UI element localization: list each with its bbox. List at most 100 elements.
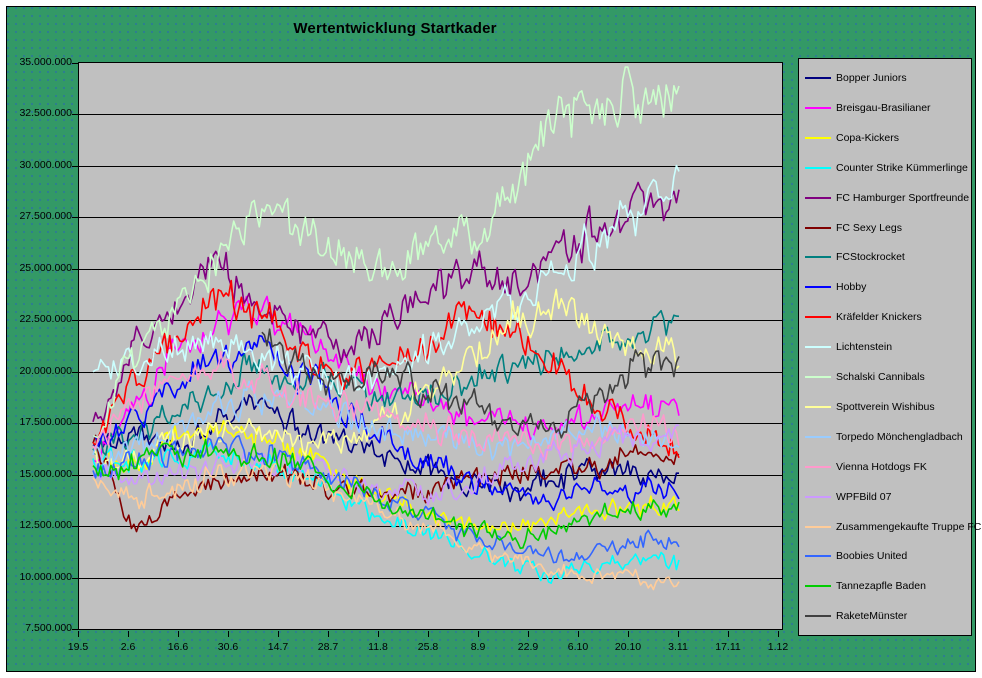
legend-item[interactable]: Kräfelder Knickers xyxy=(805,309,969,325)
x-axis-tick xyxy=(728,631,729,637)
x-axis-tick-label: 19.5 xyxy=(67,641,89,653)
legend-item[interactable]: Torpedo Mönchengladbach xyxy=(805,429,969,445)
plot-area xyxy=(78,62,783,630)
series-line xyxy=(92,458,680,591)
chart-legend: Bopper Juniors Breisgau-Brasilianer Copa-K… xyxy=(798,58,981,636)
y-axis-tick-label: 7.500.000 xyxy=(25,622,72,634)
legend-item-label: Vienna Hotdogs FK xyxy=(836,460,927,473)
legend-item[interactable]: Hobby xyxy=(805,279,969,295)
y-axis-tick xyxy=(72,269,78,270)
legend-color-swatch xyxy=(805,376,831,378)
y-axis-tick-label: 32.500.000 xyxy=(19,107,72,120)
x-axis-tick-label: 2.6 xyxy=(120,641,136,653)
legend-item-label: FC Sexy Legs xyxy=(836,221,902,234)
y-axis-tick xyxy=(72,578,78,579)
x-axis-tick-label: 11.8 xyxy=(368,641,388,653)
x-axis-tick xyxy=(378,631,379,637)
legend-item[interactable]: Breisgau-Brasilianer xyxy=(805,100,969,116)
y-axis-tick xyxy=(72,63,78,64)
y-axis-tick xyxy=(72,114,78,115)
legend-item[interactable]: Bopper Juniors xyxy=(805,70,969,86)
legend-item[interactable]: Vienna Hotdogs FK xyxy=(805,459,969,475)
legend-color-swatch xyxy=(805,615,831,618)
legend-item-label: FCStockrocket xyxy=(836,251,905,264)
y-axis-tick xyxy=(72,166,78,167)
legend-color-swatch xyxy=(805,77,831,79)
legend-item[interactable]: Tannezapfle Baden xyxy=(805,578,969,594)
x-axis-tick xyxy=(128,631,129,637)
x-axis-tick xyxy=(278,631,279,637)
legend-item[interactable]: Schalski Cannibals xyxy=(805,369,969,385)
y-axis-tick xyxy=(72,423,78,424)
x-axis-tick xyxy=(528,631,529,637)
series-line xyxy=(261,328,680,439)
legend-item-label: WPFBild 07 xyxy=(836,490,892,503)
legend-item[interactable]: FC Sexy Legs xyxy=(805,220,969,236)
x-axis-tick-label: 20.10 xyxy=(614,641,642,653)
legend-color-swatch xyxy=(805,465,831,468)
x-axis-tick-label: 28.7 xyxy=(317,641,339,653)
y-axis-tick xyxy=(72,372,78,373)
series-line xyxy=(92,66,680,439)
x-axis-tick-label: 1.12 xyxy=(767,641,789,653)
x-axis-tick-label: 25.8 xyxy=(417,641,439,653)
x-axis-tick-label: 6.10 xyxy=(567,641,589,653)
legend-item-label: Schalski Cannibals xyxy=(836,371,925,383)
x-axis-tick-label: 16.6 xyxy=(167,641,189,653)
legend-item[interactable]: RaketeMünster xyxy=(805,608,969,624)
legend-color-swatch xyxy=(805,316,831,319)
y-axis-tick xyxy=(72,629,78,630)
y-axis-tick-label: 10.000.000 xyxy=(19,570,72,583)
legend-color-swatch xyxy=(805,286,831,289)
legend-item-label: Lichtenstein xyxy=(836,341,893,354)
legend-item[interactable]: Counter Strike Kümmerlinge xyxy=(805,160,969,176)
x-axis-tick xyxy=(228,631,229,637)
x-axis-tick-label: 22.9 xyxy=(517,641,539,653)
x-axis-tick xyxy=(78,631,79,637)
y-axis-tick-label: 30.000.000 xyxy=(19,158,72,171)
legend-item-label: Counter Strike Kümmerlinge xyxy=(836,161,968,174)
legend-item-label: Kräfelder Knickers xyxy=(836,311,922,324)
x-axis-tick-label: 17.11 xyxy=(715,641,741,653)
y-axis-tick-label: 20.000.000 xyxy=(19,364,72,377)
x-axis-tick xyxy=(628,631,629,637)
series-line xyxy=(92,295,680,463)
y-axis-tick-label: 22.500.000 xyxy=(19,313,72,326)
y-axis-tick-label: 35.000.000 xyxy=(19,56,72,68)
legend-item[interactable]: FCStockrocket xyxy=(805,249,969,265)
legend-item-label: Spottverein Wishibus xyxy=(836,400,935,413)
legend-item-label: Bopper Juniors xyxy=(836,72,907,84)
y-axis-tick-label: 12.500.000 xyxy=(19,519,72,532)
x-axis-tick xyxy=(678,631,679,637)
legend-item-label: Breisgau-Brasilianer xyxy=(836,101,931,114)
legend-item-label: FC Hamburger Sportfreunde xyxy=(836,191,970,204)
legend-color-swatch xyxy=(805,495,831,498)
series-line xyxy=(92,441,680,585)
y-axis-tick xyxy=(72,217,78,218)
x-axis-tick-label: 30.6 xyxy=(217,641,239,653)
legend-item[interactable]: FC Hamburger Sportfreunde xyxy=(805,190,969,206)
series-lines xyxy=(92,66,680,591)
legend-item[interactable]: Boobies United xyxy=(805,548,969,564)
legend-color-swatch xyxy=(805,525,831,528)
x-axis-tick xyxy=(328,631,329,637)
x-axis-tick xyxy=(778,631,779,637)
legend-color-swatch xyxy=(805,346,831,349)
legend-item[interactable]: Zusammengekaufte Truppe FC xyxy=(805,519,981,535)
y-axis-tick xyxy=(72,526,78,527)
legend-item[interactable]: Lichtenstein xyxy=(805,339,969,355)
y-axis-tick-label: 15.000.000 xyxy=(19,467,72,480)
legend-color-swatch xyxy=(805,136,831,139)
y-axis-tick-label: 27.500.000 xyxy=(19,210,72,223)
legend-item[interactable]: Copa-Kickers xyxy=(805,130,969,146)
legend-color-swatch xyxy=(805,226,831,229)
legend-item-label: Torpedo Mönchengladbach xyxy=(836,430,963,443)
x-axis-tick-label: 8.9 xyxy=(470,641,486,653)
series-line xyxy=(92,350,680,461)
y-axis-tick-label: 25.000.000 xyxy=(19,261,72,274)
legend-item[interactable]: Spottverein Wishibus xyxy=(805,399,969,415)
legend-color-swatch xyxy=(805,196,831,199)
legend-item[interactable]: WPFBild 07 xyxy=(805,489,969,505)
legend-color-swatch xyxy=(805,166,831,169)
